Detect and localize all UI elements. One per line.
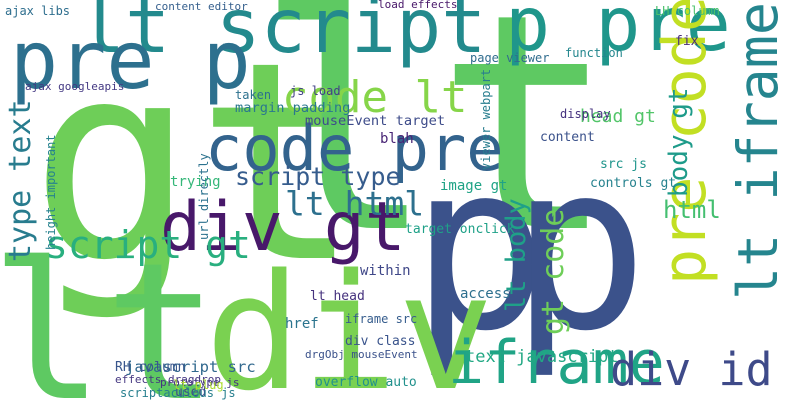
word: script gt: [45, 223, 251, 267]
word: lt iframe: [726, 2, 790, 300]
word: head gt: [580, 106, 656, 127]
word: image gt: [440, 178, 507, 194]
word: ajax libs: [5, 4, 70, 18]
word: iframe src: [345, 312, 417, 326]
word: display: [560, 107, 611, 121]
word: div: [205, 239, 494, 400]
word: gt: [30, 3, 361, 323]
word: target onclick: [405, 222, 515, 237]
word: div class: [345, 334, 415, 349]
word: page viewer: [470, 51, 549, 65]
word: div gt: [160, 188, 406, 267]
word: taken: [235, 88, 271, 102]
word: div id: [610, 343, 773, 396]
word: used: [175, 385, 206, 400]
word: ajax googleapis: [25, 80, 124, 93]
word: url directly: [197, 153, 211, 240]
word: js load: [290, 84, 341, 98]
word: LH column: [655, 4, 720, 18]
word: lt body: [501, 198, 532, 312]
word: lt plug: [173, 378, 224, 392]
word: drgObj mouseEvent: [305, 348, 418, 361]
word: RH column: [115, 360, 185, 375]
word: lt head: [310, 289, 365, 304]
word: p: [510, 115, 648, 382]
word: code lt: [282, 72, 467, 123]
word: lt: [255, 0, 616, 299]
word: controls gt: [590, 176, 676, 191]
word: margin padding: [235, 100, 350, 116]
word: text javascript: [465, 347, 619, 367]
word: gt code: [536, 209, 571, 335]
word: height important: [44, 134, 58, 250]
word: pre code: [650, 0, 720, 285]
word: lt: [0, 222, 219, 400]
word: code pre: [205, 112, 504, 185]
word: effects dragdrop: [115, 373, 221, 386]
word: access: [460, 286, 511, 302]
word: content editor: [155, 0, 248, 13]
word: p pre: [505, 0, 731, 68]
word: fix: [675, 34, 699, 49]
word: html: [663, 196, 721, 224]
word: load effects: [378, 0, 457, 11]
word: type text: [3, 99, 38, 262]
word: overflow auto: [315, 375, 417, 390]
word: blah: [380, 131, 414, 147]
word: mouseEvent target: [305, 113, 445, 129]
word: trying: [170, 174, 221, 190]
word: href: [285, 316, 319, 332]
word: lt script: [80, 0, 486, 70]
word: src js: [600, 157, 647, 172]
word: scriptaculous js: [120, 386, 236, 400]
word: pre p: [10, 14, 251, 107]
word: body gt: [664, 87, 694, 197]
word: script type: [235, 162, 401, 191]
word: javascript src: [125, 358, 256, 376]
word: p: [410, 115, 548, 382]
word: function: [565, 46, 623, 60]
word: iframe: [448, 328, 665, 398]
word: viewer webpart: [479, 69, 493, 170]
word: prototype js: [160, 376, 239, 389]
word: lt html: [285, 184, 424, 223]
word: within: [360, 263, 411, 279]
word: content: [540, 130, 595, 145]
